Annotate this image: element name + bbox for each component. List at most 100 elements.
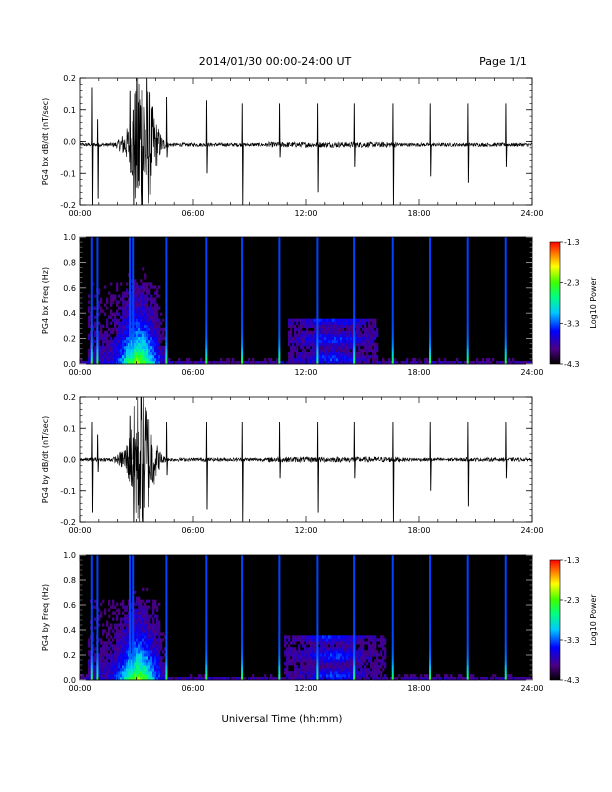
stripe-mark [466, 342, 469, 347]
stripe-mark [316, 312, 319, 316]
stripe-mark [132, 264, 135, 268]
stripe-mark [241, 590, 244, 594]
stripe-mark [132, 608, 135, 612]
stripe-mark [391, 252, 394, 256]
stripe-mark [96, 629, 99, 633]
stripe-mark [391, 668, 394, 672]
stripe-mark [96, 321, 99, 325]
stripe-mark [205, 617, 208, 621]
stripe-mark [504, 557, 507, 562]
stripe-mark [165, 243, 168, 247]
stripe-mark [391, 345, 394, 350]
stripe-mark [278, 665, 281, 669]
stripe-mark [90, 354, 93, 359]
stripe-mark [504, 659, 507, 663]
stripe-mark [241, 315, 244, 319]
x-tick-label: 18:00 [407, 209, 430, 218]
stripe-mark [278, 357, 281, 362]
stripe-mark [205, 243, 208, 247]
stripe-mark [90, 357, 93, 362]
stripe-mark [353, 611, 356, 615]
stripe-mark [132, 330, 135, 335]
stripe-mark [132, 255, 135, 259]
stripe-mark [504, 300, 507, 304]
stripe-mark [205, 611, 208, 615]
stripe-mark [353, 605, 356, 609]
trace-line [80, 397, 532, 522]
stripe-mark [391, 300, 394, 304]
spike-mark [129, 415, 132, 473]
stripe-mark [165, 572, 168, 577]
x-tick-label: 00:00 [68, 209, 91, 218]
stripe-mark [504, 321, 507, 325]
stripe-mark [429, 261, 432, 265]
stripe-mark [391, 240, 394, 244]
stripe-mark [391, 327, 394, 332]
stripe-mark [278, 354, 281, 359]
stripe-mark [90, 315, 93, 319]
stripe-mark [353, 650, 356, 654]
stripe-mark [165, 312, 168, 316]
stripe-mark [278, 348, 281, 353]
stripe-mark [278, 333, 281, 338]
stripe-mark [132, 599, 135, 603]
stripe-mark [241, 330, 244, 335]
stripe-mark [241, 635, 244, 639]
stripe-mark [429, 665, 432, 669]
stripe-mark [466, 300, 469, 304]
stripe-mark [241, 614, 244, 618]
stripe-mark [129, 620, 132, 624]
stripe-mark [132, 557, 135, 562]
stripe-mark [316, 665, 319, 669]
stripe-mark [504, 237, 507, 241]
stripe-mark [504, 638, 507, 642]
stripe-mark [241, 246, 244, 250]
stripe-mark [278, 351, 281, 356]
spike-mark [316, 421, 320, 513]
stripe-mark [132, 602, 135, 606]
spike-mark [132, 437, 135, 522]
stripe-mark [278, 671, 281, 675]
stripe-mark [429, 563, 432, 568]
stripe-mark [96, 300, 99, 304]
stripe-mark [90, 306, 93, 310]
stripe-mark [241, 647, 244, 651]
stripe-mark [504, 351, 507, 356]
stripe-mark [205, 261, 208, 265]
stripe-mark [504, 569, 507, 574]
stripe-mark [132, 342, 135, 347]
stripe-mark [278, 605, 281, 609]
stripe-mark [241, 321, 244, 325]
stripe-mark [353, 291, 356, 295]
stripe-mark [90, 303, 93, 307]
stripe-mark [205, 647, 208, 651]
stripe-mark [316, 581, 319, 586]
stripe-mark [466, 336, 469, 341]
stripe-mark [165, 614, 168, 618]
stripe-mark [429, 315, 432, 319]
stripe-mark [316, 285, 319, 289]
stripe-mark [316, 291, 319, 295]
stripe-mark [504, 575, 507, 580]
stripe-mark [466, 572, 469, 577]
stripe-mark [132, 677, 135, 681]
stripe-mark [316, 348, 319, 353]
stripe-mark [466, 611, 469, 615]
stripe-mark [90, 644, 93, 648]
stripe-mark [316, 569, 319, 574]
stripe-mark [205, 345, 208, 350]
stripe-mark [96, 249, 99, 253]
stripe-mark [132, 620, 135, 624]
x-tick-label: 24:00 [520, 684, 543, 693]
stripe-mark [90, 336, 93, 341]
stripe-mark [429, 246, 432, 250]
stripe-mark [466, 560, 469, 565]
stripe-mark [241, 611, 244, 615]
stripe-mark [429, 555, 432, 559]
stripe-mark [429, 276, 432, 280]
stripe-mark [278, 635, 281, 639]
stripe-mark [96, 566, 99, 571]
stripe-mark [96, 246, 99, 250]
stripe-mark [205, 560, 208, 565]
stripe-mark [205, 638, 208, 642]
